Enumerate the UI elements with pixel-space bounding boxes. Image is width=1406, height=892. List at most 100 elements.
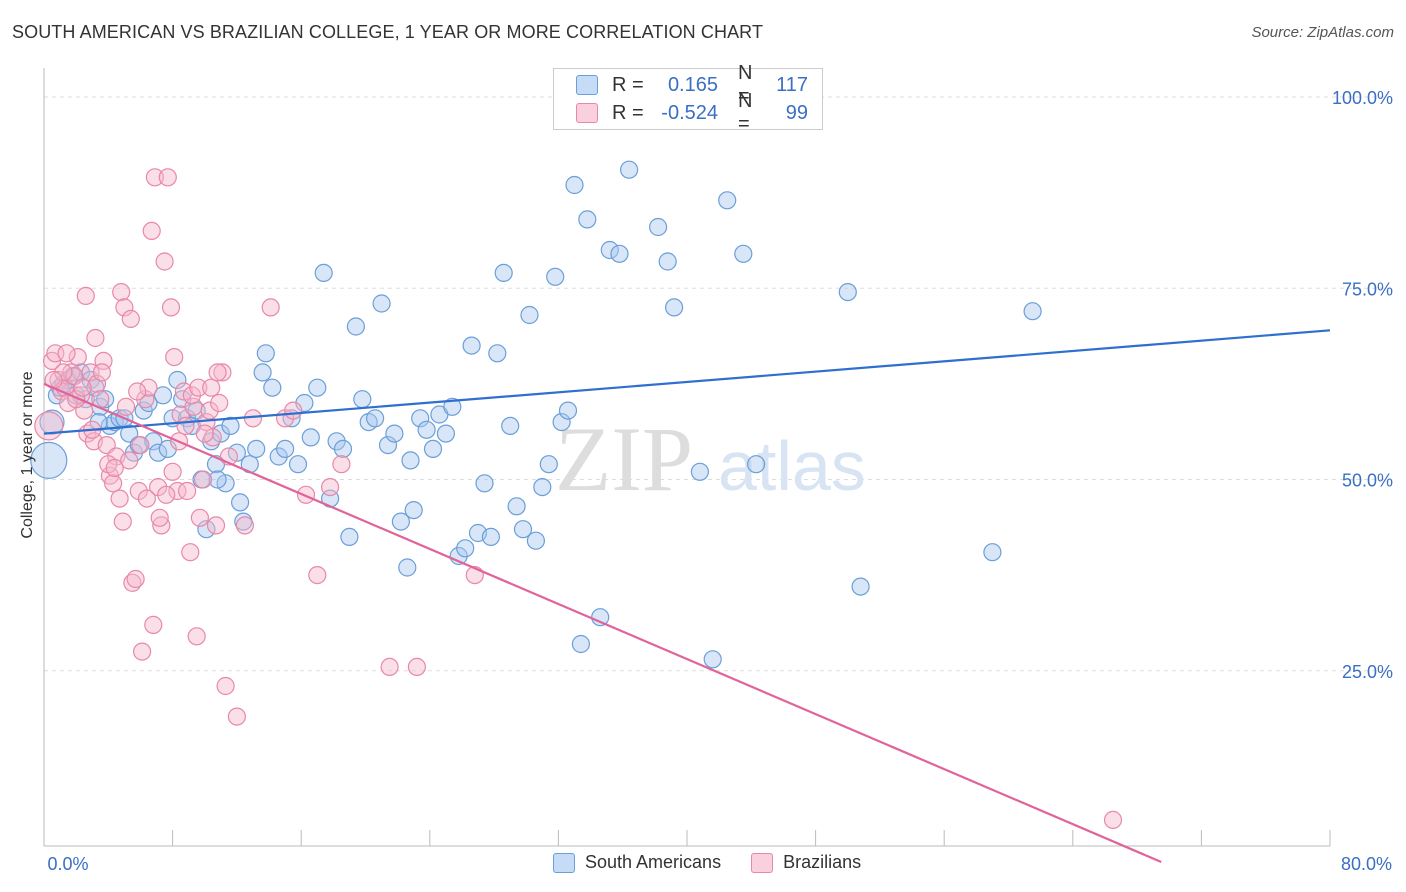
point-brazilians (92, 363, 112, 382)
point-brazilians (308, 565, 327, 585)
legend-item-brazilians[interactable]: Brazilians (751, 852, 861, 873)
point-brazilians (213, 363, 232, 382)
point-south-americans (253, 363, 272, 382)
point-south-americans (526, 531, 546, 550)
point-south-americans (385, 424, 404, 443)
point-brazilians (54, 363, 73, 382)
point-south-americans (221, 416, 240, 435)
point-brazilians (321, 478, 340, 497)
point-south-americans (718, 191, 737, 210)
point-brazilians (227, 707, 246, 726)
point-south-americans (481, 527, 500, 547)
legend-r-label: R = (612, 101, 644, 124)
point-south-americans (372, 294, 391, 313)
point-south-americans (168, 370, 187, 390)
point-south-americans (558, 401, 578, 420)
legend-label-south-americans: South Americans (585, 852, 722, 872)
point-brazilians (137, 489, 156, 508)
point-south-americans (734, 244, 753, 263)
x-ticks (43, 830, 1331, 846)
point-brazilians (161, 298, 181, 317)
point-brazilians (86, 328, 105, 348)
point-south-americans (690, 462, 710, 481)
watermark: ZIP atlas (555, 408, 866, 510)
point-brazilians (165, 348, 184, 367)
point-south-americans (276, 439, 295, 458)
point-south-americans (578, 210, 597, 229)
point-brazilians (155, 252, 174, 271)
point-south-americans (513, 520, 533, 539)
point-south-americans (1023, 302, 1042, 321)
legend-n-label: N = (738, 62, 753, 107)
point-brazilians (73, 378, 92, 397)
legend-n-label: N = (738, 90, 753, 135)
y-tick-label: 75.0% (1342, 279, 1393, 299)
point-brazilians (158, 168, 177, 187)
point-brazilians (112, 283, 131, 302)
point-brazilians (189, 378, 208, 397)
legend-row-brazilians: R = -0.524 N = 99 (576, 90, 808, 135)
point-brazilians (296, 485, 316, 504)
point-brazilians (144, 615, 163, 635)
point-brazilians (210, 393, 229, 413)
y-tick-label: 50.0% (1342, 471, 1393, 491)
point-south-americans (301, 428, 320, 447)
chart-title: SOUTH AMERICAN VS BRAZILIAN COLLEGE, 1 Y… (12, 22, 764, 42)
point-brazilians (202, 378, 221, 397)
x-tick-label: 0.0% (47, 854, 88, 874)
watermark-atlas: atlas (718, 427, 866, 505)
point-south-americans (488, 344, 507, 363)
point-brazilians (187, 627, 206, 646)
point-south-americans (288, 455, 308, 474)
legend-item-south-americans[interactable]: South Americans (553, 852, 721, 873)
point-brazilians (128, 382, 147, 401)
point-brazilians (194, 470, 213, 489)
point-brazilians (103, 474, 123, 493)
point-brazilians (126, 569, 145, 589)
point-brazilians (34, 411, 64, 441)
point-south-americans (462, 336, 481, 355)
legend-label-brazilians: Brazilians (783, 852, 862, 872)
point-south-americans (208, 470, 227, 489)
legend-n-value: 117 (776, 73, 808, 96)
point-brazilians (139, 378, 158, 397)
point-south-americans (436, 424, 455, 443)
point-brazilians (235, 516, 254, 535)
trend-lines (43, 329, 1331, 864)
watermark-zip: ZIP (555, 408, 693, 510)
point-south-americans (851, 577, 870, 596)
legend-n-value: 99 (785, 101, 808, 124)
point-south-americans (231, 493, 250, 512)
point-brazilians (131, 436, 150, 455)
point-brazilians (181, 543, 200, 562)
point-brazilians (68, 348, 87, 367)
point-south-americans (149, 443, 168, 462)
point-south-americans (533, 478, 552, 497)
point-south-americans (95, 390, 115, 409)
point-brazilians (121, 309, 140, 328)
point-south-americans (658, 252, 677, 271)
point-brazilians (116, 397, 136, 416)
point-brazilians (380, 657, 399, 677)
point-brazilians (87, 374, 107, 393)
point-brazilians (216, 676, 235, 696)
point-brazilians (200, 401, 219, 420)
point-south-americans (423, 439, 443, 458)
legend-swatch-pink (751, 852, 774, 873)
point-south-americans (443, 397, 462, 416)
legend-r-value: 0.165 (667, 73, 718, 96)
legend-r-value: -0.524 (661, 101, 718, 124)
legend-swatch-blue (553, 852, 575, 873)
point-brazilians (110, 489, 129, 508)
point-brazilians (115, 298, 134, 317)
point-brazilians (94, 351, 113, 370)
point-south-americans (256, 344, 275, 363)
legend-row-south-americans: R = 0.165 N = 117 (576, 62, 808, 107)
point-south-americans (664, 298, 684, 317)
trend-line-south-americans (43, 329, 1331, 435)
point-brazilians (76, 286, 95, 305)
point-brazilians (407, 657, 426, 677)
point-brazilians (145, 168, 164, 187)
y-tick-label: 25.0% (1342, 662, 1393, 682)
